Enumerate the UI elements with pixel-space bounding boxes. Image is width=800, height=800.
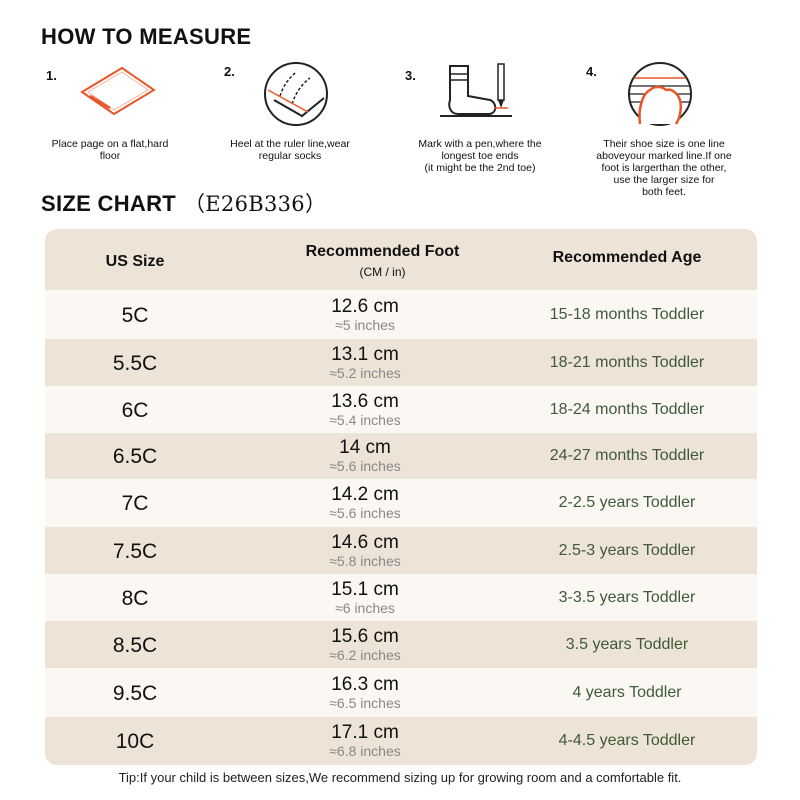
foot-length-inches: ≈6 inches: [335, 599, 395, 616]
size-cell: 8.5C: [112, 633, 158, 657]
table-row: 9.5C 16.3 cm ≈6.5 inches 4 years Toddler: [45, 668, 757, 717]
size-cell: 6.5C: [112, 445, 158, 468]
table-row: 5.5C 13.1 cm ≈5.2 inches 18-21 months Toddl…: [45, 339, 757, 386]
age-cell: 18-21 months Toddler: [549, 353, 705, 371]
age-cell: 4-4.5 years Toddler: [558, 732, 696, 749]
step-caption: Their shoe size is one line aboveyour ma…: [596, 138, 732, 198]
size-chart-heading: SIZE CHART: [41, 191, 176, 216]
foot-length-cell: 14 cm ≈5.6 inches: [295, 437, 435, 475]
foot-length-cell: 15.1 cm ≈6 inches: [295, 578, 435, 616]
step-caption: Mark with a pen,where the longest toe en…: [418, 138, 542, 174]
foot-length-cm: 15.6 cm: [331, 625, 399, 647]
product-code: （E26B336）: [184, 192, 327, 216]
sock-pen-icon: [438, 60, 514, 125]
foot-length-cm: 14.2 cm: [331, 484, 399, 505]
header-us-size: US Size: [105, 253, 165, 270]
table-row: 6.5C 14 cm ≈5.6 inches 24-27 months Toddler: [45, 433, 757, 479]
foot-length-inches: ≈6.5 inches: [329, 694, 401, 711]
sizing-tip: Tip:If your child is between sizes,We re…: [118, 770, 682, 785]
header-foot-unit: (CM / in): [359, 265, 406, 279]
toe-line-icon: [626, 60, 694, 133]
foot-length-cell: 15.6 cm ≈6.2 inches: [295, 625, 435, 663]
size-chart-title: SIZE CHART （E26B336）: [41, 188, 326, 218]
size-cell: 7C: [121, 492, 149, 515]
foot-length-cm: 14.6 cm: [331, 531, 399, 553]
age-cell: 3-3.5 years Toddler: [558, 588, 696, 606]
how-to-measure-title: HOW TO MEASURE: [41, 24, 252, 49]
step-number: 4.: [586, 64, 597, 79]
foot-length-inches: ≈5.4 inches: [329, 411, 401, 428]
size-cell: 5C: [121, 303, 149, 327]
table-row: 8.5C 15.6 cm ≈6.2 inches 3.5 years Toddler: [45, 621, 757, 668]
size-cell: 7.5C: [112, 539, 158, 563]
table-header: US Size Recommended Foot (CM / in) Recom…: [45, 229, 757, 290]
age-cell: 2-2.5 years Toddler: [558, 494, 696, 511]
foot-length-cm: 14 cm: [339, 437, 391, 458]
table-row: 6C 13.6 cm ≈5.4 inches 18-24 months Toddler: [45, 386, 757, 433]
table-row: 5C 12.6 cm ≈5 inches 15-18 months Toddler: [45, 290, 757, 339]
table-row: 8C 15.1 cm ≈6 inches 3-3.5 years Toddler: [45, 574, 757, 621]
age-cell: 15-18 months Toddler: [549, 305, 705, 323]
heel-ruler-icon: [262, 60, 330, 133]
foot-length-inches: ≈6.8 inches: [329, 743, 401, 759]
foot-length-cm: 16.3 cm: [331, 673, 399, 695]
foot-length-cm: 12.6 cm: [331, 295, 399, 317]
header-recommended-foot: Recommended Foot (CM / in): [265, 243, 500, 279]
table-row: 10C 17.1 cm ≈6.8 inches 4-4.5 years Toddler: [45, 717, 757, 765]
table-row: 7C 14.2 cm ≈5.6 inches 2-2.5 years Toddler: [45, 479, 757, 527]
foot-length-cell: 14.2 cm ≈5.6 inches: [295, 484, 435, 522]
size-chart-table: US Size Recommended Foot (CM / in) Recom…: [45, 229, 757, 765]
step-number: 2.: [224, 64, 235, 79]
step-caption: Place page on a flat,hard floor: [51, 138, 169, 162]
foot-length-cell: 12.6 cm ≈5 inches: [295, 295, 435, 333]
size-cell: 9.5C: [112, 681, 158, 705]
header-foot-label: Recommended Foot: [305, 243, 460, 260]
step-number: 3.: [405, 68, 416, 83]
foot-length-cm: 13.6 cm: [331, 390, 399, 412]
age-cell: 2.5-3 years Toddler: [558, 541, 696, 559]
size-cell: 6C: [121, 398, 149, 422]
foot-length-cm: 17.1 cm: [331, 722, 399, 743]
foot-length-cell: 17.1 cm ≈6.8 inches: [295, 722, 435, 760]
foot-length-cell: 13.6 cm ≈5.4 inches: [295, 390, 435, 428]
size-cell: 8C: [121, 586, 149, 610]
age-cell: 3.5 years Toddler: [565, 635, 689, 653]
table-row: 7.5C 14.6 cm ≈5.8 inches 2.5-3 years Toddle…: [45, 527, 757, 574]
foot-length-inches: ≈5.6 inches: [329, 505, 401, 521]
paper-icon: [78, 64, 158, 123]
step-caption: Heel at the ruler line,wear regular sock…: [230, 138, 350, 162]
foot-length-cell: 16.3 cm ≈6.5 inches: [295, 673, 435, 711]
age-cell: 18-24 months Toddler: [549, 400, 705, 418]
step-number: 1.: [46, 68, 57, 83]
foot-length-cell: 13.1 cm ≈5.2 inches: [295, 343, 435, 381]
foot-length-inches: ≈6.2 inches: [329, 646, 401, 663]
foot-length-cm: 15.1 cm: [331, 578, 399, 600]
foot-length-inches: ≈5.2 inches: [329, 364, 401, 381]
size-cell: 5.5C: [112, 351, 158, 375]
foot-length-inches: ≈5.8 inches: [329, 552, 401, 569]
foot-length-inches: ≈5.6 inches: [329, 458, 401, 474]
size-cell: 10C: [115, 730, 155, 753]
age-cell: 24-27 months Toddler: [549, 447, 705, 464]
foot-length-inches: ≈5 inches: [335, 316, 395, 333]
foot-length-cell: 14.6 cm ≈5.8 inches: [295, 531, 435, 569]
age-cell: 4 years Toddler: [572, 683, 682, 701]
foot-length-cm: 13.1 cm: [331, 343, 399, 365]
header-recommended-age: Recommended Age: [552, 249, 702, 266]
